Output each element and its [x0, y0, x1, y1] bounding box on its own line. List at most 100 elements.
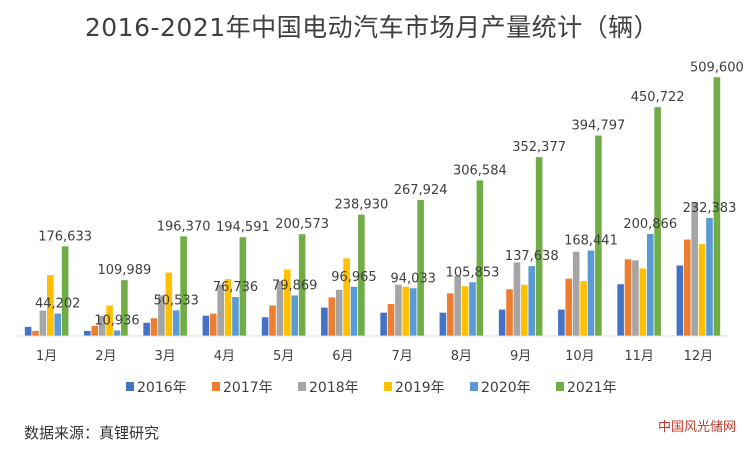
- x-tick-label: 3月: [154, 349, 175, 364]
- data-label-2020年-11月: 200,866: [623, 217, 677, 232]
- data-label-2020年-3月: 50,533: [153, 293, 199, 308]
- legend-label-2021年: 2021年: [567, 380, 617, 396]
- data-label-2021年-12月: 509,600: [690, 60, 744, 75]
- data-label-2021年-4月: 194,591: [216, 220, 270, 235]
- bar-2020年-1月: [54, 313, 62, 336]
- bar-2016年-4月: [202, 315, 210, 336]
- x-tick-label: 12月: [684, 349, 714, 364]
- x-tick-label: 1月: [36, 349, 57, 364]
- bar-2021年-12月: [713, 77, 721, 336]
- bar-2020年-11月: [646, 234, 654, 336]
- bar-2019年-7月: [402, 286, 410, 336]
- bar-2016年-12月: [676, 265, 684, 336]
- bar-2018年-7月: [395, 284, 402, 336]
- bar-2020年-10月: [587, 250, 595, 336]
- bar-2016年-7月: [380, 312, 387, 336]
- legend-swatch-2018年: [298, 382, 306, 391]
- bar-2019年-12月: [698, 244, 706, 336]
- bar-2017年-6月: [328, 297, 336, 336]
- bar-2017年-7月: [387, 304, 395, 336]
- data-label-2020年-10月: 168,441: [564, 233, 618, 248]
- data-label-2021年-6月: 238,930: [334, 198, 388, 213]
- bar-2017年-9月: [506, 289, 513, 336]
- bar-2019年-2月: [106, 305, 113, 336]
- bar-2020年-12月: [706, 218, 713, 336]
- chart-title: 2016-2021年中国电动汽车市场月产量统计（辆）: [84, 13, 660, 42]
- bar-2021年-10月: [595, 135, 602, 336]
- bar-2020年-5月: [291, 295, 299, 336]
- data-label-2021年-8月: 306,584: [453, 163, 507, 178]
- legend-label-2018年: 2018年: [309, 380, 359, 396]
- data-label-2020年-2月: 10,936: [94, 313, 140, 328]
- data-label-2021年-7月: 267,924: [394, 183, 448, 198]
- bar-2016年-6月: [321, 307, 328, 336]
- bar-2018年-6月: [335, 289, 343, 336]
- bar-2018年-2月: [98, 315, 106, 336]
- legend-label-2017年: 2017年: [223, 380, 273, 396]
- x-tick-label: 11月: [624, 349, 654, 364]
- bar-2019年-3月: [165, 272, 173, 336]
- legend-label-2019年: 2019年: [395, 380, 445, 396]
- bar-2016年-9月: [498, 309, 506, 336]
- bar-2020年-8月: [469, 282, 476, 336]
- x-tick-label: 8月: [451, 349, 472, 364]
- bar-2017年-12月: [683, 239, 691, 336]
- bar-2018年-12月: [691, 201, 698, 336]
- bar-2017年-10月: [565, 278, 573, 336]
- data-label-2021年-9月: 352,377: [512, 140, 566, 155]
- bar-2016年-1月: [24, 326, 32, 336]
- bar-2017年-5月: [269, 305, 276, 336]
- bar-2018年-10月: [572, 251, 580, 336]
- bar-2016年-8月: [439, 312, 447, 336]
- bar-2019年-4月: [224, 279, 232, 336]
- bar-2017年-1月: [32, 330, 39, 336]
- bar-2021年-7月: [417, 199, 424, 336]
- bar-2020年-6月: [350, 286, 358, 336]
- bar-2016年-11月: [617, 284, 624, 336]
- bar-2020年-7月: [409, 288, 417, 336]
- bar-2019年-1月: [47, 275, 54, 336]
- bar-2016年-5月: [261, 317, 269, 336]
- bar-2018年-9月: [513, 262, 521, 336]
- legend-label-2016年: 2016年: [137, 380, 187, 396]
- bar-2018年-4月: [217, 284, 224, 336]
- x-tick-label: 5月: [273, 349, 294, 364]
- bar-2021年-9月: [535, 157, 543, 336]
- data-label-2021年-2月: 109,989: [97, 263, 151, 278]
- bar-2016年-3月: [143, 322, 150, 336]
- bar-2018年-1月: [39, 310, 47, 336]
- bar-2021年-6月: [358, 214, 365, 336]
- x-tick-label: 2月: [95, 349, 116, 364]
- bar-2021年-8月: [476, 180, 484, 336]
- bar-2019年-8月: [461, 286, 469, 336]
- legend-label-2020年: 2020年: [481, 380, 531, 396]
- bar-2021年-5月: [298, 234, 306, 336]
- data-label-2021年-1月: 176,633: [38, 229, 92, 244]
- data-label-2020年-4月: 76,736: [213, 280, 259, 295]
- bar-2017年-3月: [150, 318, 158, 336]
- bar-2020年-2月: [113, 330, 121, 336]
- bar-2017年-11月: [624, 259, 632, 336]
- bar-2019年-10月: [580, 281, 587, 336]
- bar-2016年-2月: [84, 330, 91, 336]
- bar-2019年-6月: [343, 258, 350, 336]
- data-label-2020年-9月: 137,638: [505, 249, 559, 264]
- bar-2020年-9月: [528, 266, 536, 336]
- bar-2021年-11月: [654, 107, 661, 336]
- bar-2018年-3月: [158, 295, 165, 336]
- bar-2021年-4月: [239, 237, 247, 336]
- legend-swatch-2017年: [212, 382, 220, 391]
- bar-2017年-4月: [209, 313, 217, 336]
- x-tick-label: 6月: [332, 349, 353, 364]
- bar-2019年-11月: [639, 268, 647, 336]
- x-tick-label: 4月: [214, 349, 235, 364]
- bar-2021年-3月: [180, 236, 187, 336]
- bar-2018年-11月: [632, 260, 639, 336]
- bar-2018年-5月: [276, 281, 284, 336]
- data-label-2021年-5月: 200,573: [275, 217, 329, 232]
- data-label-2020年-5月: 79,869: [272, 278, 318, 293]
- data-label-2020年-1月: 44,202: [35, 297, 81, 312]
- data-label-2021年-10月: 394,797: [571, 119, 625, 134]
- bar-2016年-10月: [558, 309, 565, 336]
- bar-2017年-8月: [446, 293, 454, 336]
